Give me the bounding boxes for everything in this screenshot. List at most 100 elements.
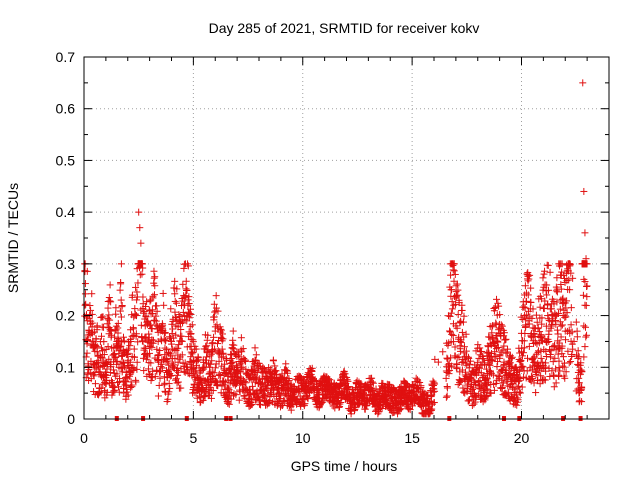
- data-point: [171, 308, 179, 316]
- data-point: [166, 372, 174, 380]
- data-point: [199, 396, 207, 404]
- data-point: [150, 291, 158, 299]
- data-point: [108, 391, 116, 399]
- data-point: [126, 342, 134, 350]
- data-point: [147, 359, 155, 367]
- data-point: [185, 293, 193, 301]
- data-point: [219, 353, 227, 361]
- data-point: [165, 380, 173, 388]
- x-tick-label: 10: [295, 430, 311, 446]
- data-point: [212, 292, 220, 300]
- data-point: [120, 359, 128, 367]
- data-point: [209, 339, 217, 347]
- data-point: [183, 286, 191, 294]
- data-point: [123, 388, 131, 396]
- data-point: [124, 349, 132, 357]
- data-point: [177, 384, 185, 392]
- data-point: [145, 330, 153, 338]
- data-point: [160, 335, 168, 343]
- data-point: [81, 280, 89, 288]
- data-point: [150, 274, 158, 282]
- data-point: [133, 358, 141, 366]
- data-point: [250, 360, 258, 368]
- data-point: [184, 262, 192, 270]
- data-point: [206, 363, 214, 371]
- data-point: [140, 367, 148, 375]
- data-point: [118, 352, 126, 360]
- data-point: [173, 299, 181, 307]
- data-point: [174, 358, 182, 366]
- data-point: [124, 391, 132, 399]
- y-tick-label: 0.5: [56, 152, 76, 168]
- data-point: [81, 290, 89, 298]
- data-point: [185, 314, 193, 322]
- data-point: [131, 310, 139, 318]
- data-point: [202, 356, 210, 364]
- data-point: [174, 344, 182, 352]
- data-point: [143, 298, 151, 306]
- data-point: [139, 293, 147, 301]
- data-point: [162, 356, 170, 364]
- data-point: [239, 345, 247, 353]
- data-point: [136, 271, 144, 279]
- data-point: [111, 386, 119, 394]
- data-point: [210, 333, 218, 341]
- data-point: [171, 277, 179, 285]
- data-point: [115, 388, 123, 396]
- data-point: [88, 319, 96, 327]
- data-point: [116, 343, 124, 351]
- y-tick-label: 0: [67, 411, 75, 427]
- data-point: [116, 286, 124, 294]
- data-point: [142, 313, 150, 321]
- chart-title: Day 285 of 2021, SRMTID for receiver kok…: [209, 20, 480, 36]
- data-point: [173, 379, 181, 387]
- data-point: [91, 380, 99, 388]
- data-point: [167, 305, 175, 313]
- data-point: [242, 356, 250, 364]
- data-point: [230, 341, 238, 349]
- data-point: [104, 304, 112, 312]
- data-point: [141, 333, 149, 341]
- data-point: [207, 394, 215, 402]
- data-point: [203, 342, 211, 350]
- data-point: [172, 331, 180, 339]
- data-point: [114, 319, 122, 327]
- data-point: [217, 372, 225, 380]
- data-point: [153, 302, 161, 310]
- data-point: [160, 381, 168, 389]
- data-point: [144, 365, 152, 373]
- data-point: [100, 351, 108, 359]
- data-point: [148, 374, 156, 382]
- data-point: [133, 288, 141, 296]
- data-point: [116, 375, 124, 383]
- data-point: [123, 382, 131, 390]
- data-point: [106, 297, 114, 305]
- data-point: [106, 316, 114, 324]
- data-point: [174, 378, 182, 386]
- data-point: [150, 267, 158, 275]
- x-tick-label: 15: [404, 430, 420, 446]
- data-point: [261, 367, 269, 375]
- data-point: [213, 340, 221, 348]
- data-point: [178, 337, 186, 345]
- data-point: [267, 365, 275, 373]
- y-tick-label: 0.1: [56, 359, 76, 375]
- data-point: [127, 381, 135, 389]
- data-point: [214, 307, 222, 315]
- data-point: [189, 338, 197, 346]
- data-point: [153, 307, 161, 315]
- data-point: [238, 348, 246, 356]
- data-point: [206, 352, 214, 360]
- data-point: [209, 387, 217, 395]
- data-point: [112, 304, 120, 312]
- data-point: [99, 313, 107, 321]
- data-point: [211, 364, 219, 372]
- data-point: [169, 325, 177, 333]
- data-point: [145, 349, 153, 357]
- data-point: [118, 368, 126, 376]
- data-point: [132, 330, 140, 338]
- data-point: [267, 373, 275, 381]
- data-point: [105, 294, 113, 302]
- data-point: [188, 350, 196, 358]
- data-point: [88, 310, 96, 318]
